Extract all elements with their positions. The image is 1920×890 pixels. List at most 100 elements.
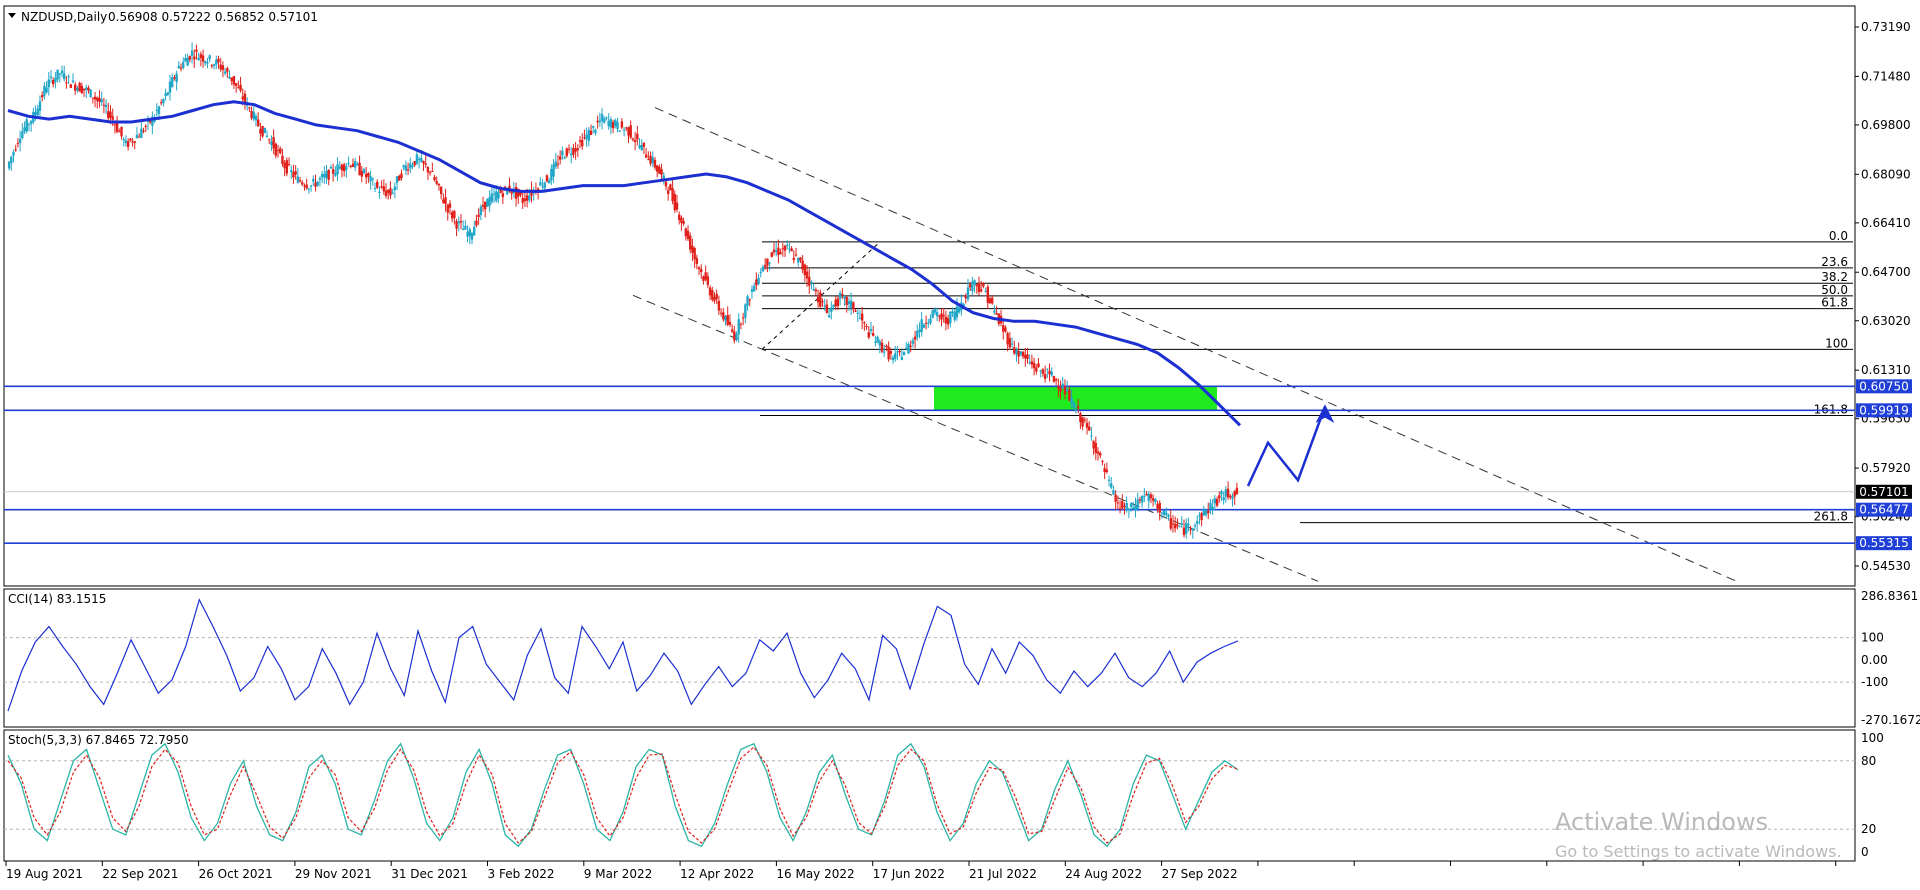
candle-body — [74, 84, 77, 91]
candle-body — [733, 331, 736, 341]
candle-body — [730, 329, 734, 332]
candle-body — [296, 176, 300, 183]
candle-body — [417, 158, 421, 160]
candle-body — [1110, 483, 1113, 488]
candle-body — [849, 300, 853, 308]
price-tick-label: 0.68090 — [1861, 167, 1911, 181]
candle-body — [140, 128, 143, 138]
candle-body — [836, 298, 840, 307]
candle-body — [827, 315, 831, 318]
level-price-tag — [1856, 484, 1912, 499]
cci-tick-label: -100 — [1861, 675, 1888, 689]
candle-body — [1059, 387, 1062, 392]
price-tick-label: 0.54530 — [1861, 559, 1911, 573]
candle-body — [49, 76, 53, 78]
candle-body — [651, 157, 654, 164]
candle-body — [563, 157, 566, 159]
time-tick-label: 3 Feb 2022 — [488, 867, 555, 881]
symbol-dropdown-icon[interactable] — [8, 13, 16, 18]
candle-body — [1184, 522, 1188, 534]
candle-body — [876, 336, 879, 343]
candle-body — [506, 188, 509, 195]
candle-body — [717, 300, 721, 311]
candle-body — [351, 163, 355, 168]
candle-body — [1169, 518, 1172, 529]
candle-body — [1026, 354, 1029, 359]
time-tick-label: 22 Sep 2021 — [102, 867, 178, 881]
candle-body — [675, 202, 679, 210]
candle-body — [303, 185, 306, 187]
candle-body — [986, 286, 990, 303]
candle-body — [517, 188, 520, 197]
candle-body — [369, 176, 372, 182]
time-tick-label: 24 Aug 2022 — [1065, 867, 1142, 881]
candle-body — [547, 180, 551, 184]
level-price-tag-text: 0.60750 — [1859, 379, 1909, 393]
candle-body — [1173, 523, 1177, 529]
candle-body — [1054, 379, 1058, 381]
candle-body — [1079, 413, 1082, 423]
candle-body — [900, 356, 904, 360]
candle-body — [1213, 498, 1217, 504]
candle-body — [755, 279, 758, 286]
candle-body — [7, 161, 11, 169]
candle-body — [25, 119, 28, 132]
candle-body — [510, 190, 513, 194]
candle-body — [45, 87, 48, 93]
candle-body — [1132, 507, 1135, 509]
candle-body — [155, 110, 158, 112]
price-tick-label: 0.73190 — [1861, 20, 1911, 34]
candle-body — [1099, 452, 1102, 456]
candle-body — [880, 342, 884, 352]
candle-body — [620, 121, 624, 128]
candle-body — [763, 264, 767, 267]
candle-body — [825, 304, 829, 313]
moving-average-line — [7, 100, 1242, 427]
candle-body — [1090, 435, 1093, 437]
candle-body — [1094, 442, 1098, 453]
candle-body — [43, 85, 46, 96]
candle-body — [389, 188, 392, 196]
candle-body — [448, 203, 452, 208]
candle-body — [261, 126, 264, 137]
candle-body — [838, 293, 842, 299]
candle-body — [735, 334, 738, 340]
candle-body — [541, 186, 544, 188]
candle-body — [376, 181, 379, 188]
candle-body — [1231, 496, 1234, 499]
candle-body — [977, 282, 981, 293]
price-tick-label: 0.61310 — [1861, 363, 1911, 377]
candle-body — [135, 134, 139, 138]
candle-body — [1165, 512, 1168, 515]
candle-body — [609, 119, 613, 128]
candle-body — [453, 211, 456, 219]
candle-body — [938, 315, 941, 317]
candle-body — [76, 88, 79, 91]
candle-body — [1061, 383, 1064, 389]
candle-body — [323, 174, 326, 178]
candle-body — [1226, 488, 1230, 498]
candle-body — [629, 125, 632, 138]
candle-body — [484, 201, 487, 210]
candle-body — [309, 185, 313, 187]
candle-body — [338, 166, 341, 169]
candle-body — [58, 73, 62, 75]
candle-body — [728, 321, 732, 325]
candle-body — [627, 127, 630, 136]
candle-body — [378, 191, 381, 193]
candle-body — [433, 176, 436, 181]
candle-body — [270, 141, 273, 145]
candle-body — [142, 130, 145, 132]
candle-body — [592, 126, 595, 128]
candle-body — [228, 76, 231, 79]
candle-body — [1107, 479, 1111, 481]
candle-body — [1136, 499, 1139, 510]
candle-body — [18, 138, 22, 144]
candle-body — [957, 307, 961, 313]
candle-body — [863, 322, 866, 324]
cci-title: CCI(14) 83.1515 — [8, 592, 106, 606]
candle-body — [614, 120, 617, 127]
candle-body — [971, 281, 974, 291]
candle-body — [847, 301, 851, 305]
